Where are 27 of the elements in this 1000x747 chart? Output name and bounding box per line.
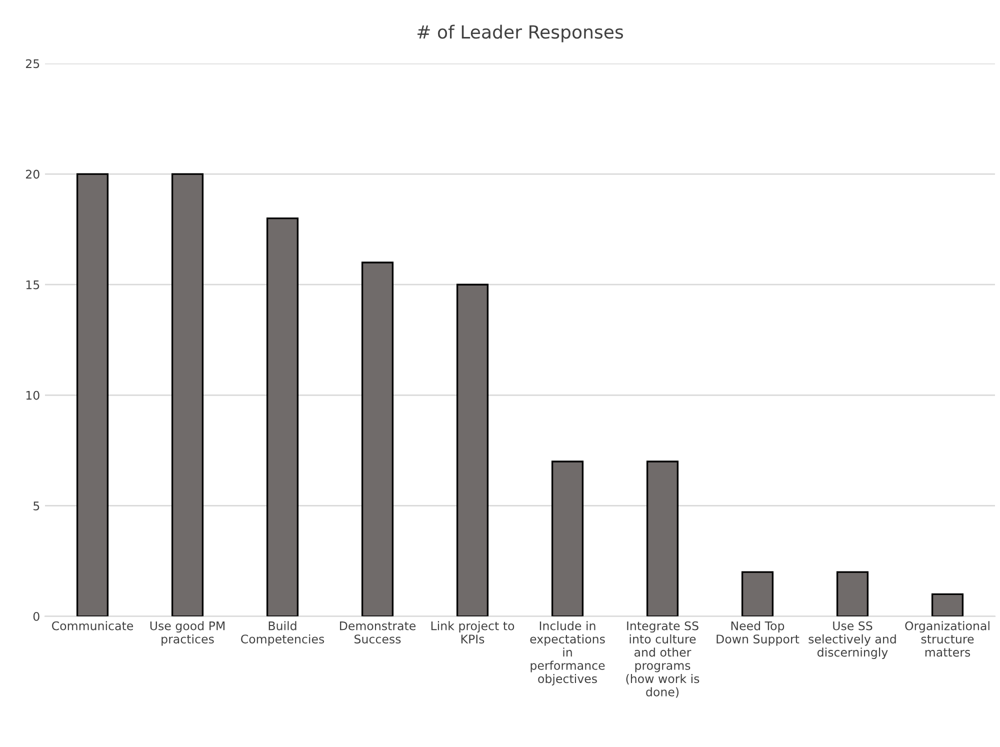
x-tick-label: Need Top Down Support	[716, 621, 800, 646]
bar	[836, 571, 869, 616]
chart-title: # of Leader Responses	[418, 24, 624, 42]
bar	[456, 284, 489, 616]
bar	[361, 262, 394, 616]
x-tick-label: Build Competencies	[241, 621, 324, 646]
bar	[931, 593, 964, 616]
bar	[551, 460, 584, 616]
x-tick-label: Communicate	[52, 621, 134, 630]
y-tick-label: 10	[26, 390, 40, 400]
y-tick-label: 5	[34, 502, 40, 510]
y-tick-label: 15	[26, 280, 40, 290]
bar	[171, 173, 204, 616]
x-tick-label: Include in expectations in performance objectives	[530, 621, 605, 686]
y-tick-label: 0	[33, 612, 40, 621]
x-tick-label: Integrate SS into culture and other programs (how work is done)	[626, 621, 700, 698]
y-tick-label: 25	[26, 59, 40, 68]
bar	[76, 173, 109, 616]
x-tick-label: Use good PM practices	[150, 621, 224, 646]
bar	[646, 460, 679, 616]
x-tick-label: Use SS selectively and discerningly	[808, 621, 896, 659]
bar	[741, 571, 774, 616]
y-tick-label: 20	[26, 170, 40, 179]
x-tick-label: Organizational structure matters	[905, 621, 990, 657]
x-tick-label: Demonstrate Success	[340, 622, 416, 644]
x-tick-label: Link project to KPIs	[431, 621, 514, 644]
bar	[266, 217, 299, 616]
